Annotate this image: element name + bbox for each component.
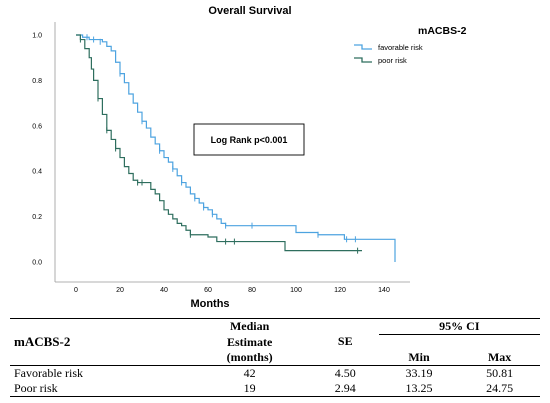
x-tick-label: 100	[290, 287, 302, 294]
survival-curves	[76, 34, 396, 262]
y-tick-label: 0.6	[32, 123, 42, 130]
chart-title: Overall Survival	[208, 5, 291, 17]
y-tick-label: 0.0	[32, 260, 42, 267]
legend-label-poor: poor risk	[378, 56, 407, 65]
x-tick-label: 120	[334, 287, 346, 294]
legend-item-poor: poor risk	[354, 56, 407, 65]
legend-swatch-favorable	[354, 44, 372, 50]
ci-header: 95% CI	[378, 318, 540, 335]
ci-spacer-min	[379, 335, 460, 350]
legend: favorable risk poor risk	[354, 43, 423, 65]
x-tick-label: 60	[204, 287, 212, 294]
x-tick-label: 40	[160, 287, 168, 294]
ci-min-header: Min	[378, 349, 460, 366]
x-tick-label: 0	[74, 287, 78, 294]
x-axis-label: Months	[190, 298, 229, 310]
legend-label-favorable: favorable risk	[378, 43, 423, 52]
y-ticks: 0.0 0.2 0.4 0.6 0.8 1.0	[32, 33, 42, 267]
table-row: Poor risk 19 2.94 13.25 24.75	[10, 380, 540, 397]
table-row: Favorable risk 42 4.50 33.19 50.81	[10, 365, 540, 381]
median-value: 19	[187, 380, 312, 397]
ci-max-value: 24.75	[459, 380, 540, 397]
median-header-line3: (months)	[187, 349, 312, 366]
logrank-text: Log Rank p<0.001	[211, 135, 288, 145]
logrank-annotation: Log Rank p<0.001	[193, 123, 305, 156]
median-value: 42	[243, 365, 256, 380]
legend-swatch-poor	[354, 57, 372, 63]
median-header-line1: Median	[187, 318, 312, 335]
header-row-1: mACBS-2 Median SE 95% CI	[10, 318, 540, 366]
x-tick-label: 20	[116, 287, 124, 294]
header-row-2: Estimate	[10, 335, 540, 350]
y-tick-label: 0.2	[32, 214, 42, 221]
se-value: 2.94	[311, 380, 379, 397]
plot-area: 0.0 0.2 0.4 0.6 0.8 1.0 0 20 40 60 80 100 120 140	[32, 22, 410, 294]
ci-max-header: Max	[459, 349, 540, 366]
y-tick-label: 1.0	[32, 33, 42, 40]
x-tick-label: 140	[378, 287, 390, 294]
x-tick-label: 80	[248, 287, 256, 294]
row-label: Favorable risk	[14, 365, 83, 380]
legend-item-favorable: favorable risk	[354, 43, 423, 52]
ci-min-value: 33.19	[405, 365, 433, 380]
header-row-3: (months) Min Max	[10, 349, 540, 366]
survival-stats-table: mACBS-2 Median SE 95% CI Estimate (month…	[10, 318, 540, 397]
se-header: SE	[311, 318, 379, 366]
y-tick-label: 0.4	[32, 169, 42, 176]
legend-title: mACBS-2	[418, 25, 467, 37]
table-title: mACBS-2	[10, 318, 188, 366]
y-tick-label: 0.8	[32, 78, 42, 85]
annotation-box	[193, 123, 305, 156]
survival-curve-favorable	[76, 34, 396, 262]
ci-spacer-max	[459, 335, 540, 350]
ci-max-value: 50.81	[486, 365, 514, 380]
se-value: 4.50	[334, 365, 356, 380]
row-label: Poor risk	[10, 380, 188, 397]
median-header-line2: Estimate	[226, 334, 273, 349]
x-ticks: 0 20 40 60 80 100 120 140	[74, 287, 390, 294]
ci-min-value: 13.25	[378, 380, 460, 397]
